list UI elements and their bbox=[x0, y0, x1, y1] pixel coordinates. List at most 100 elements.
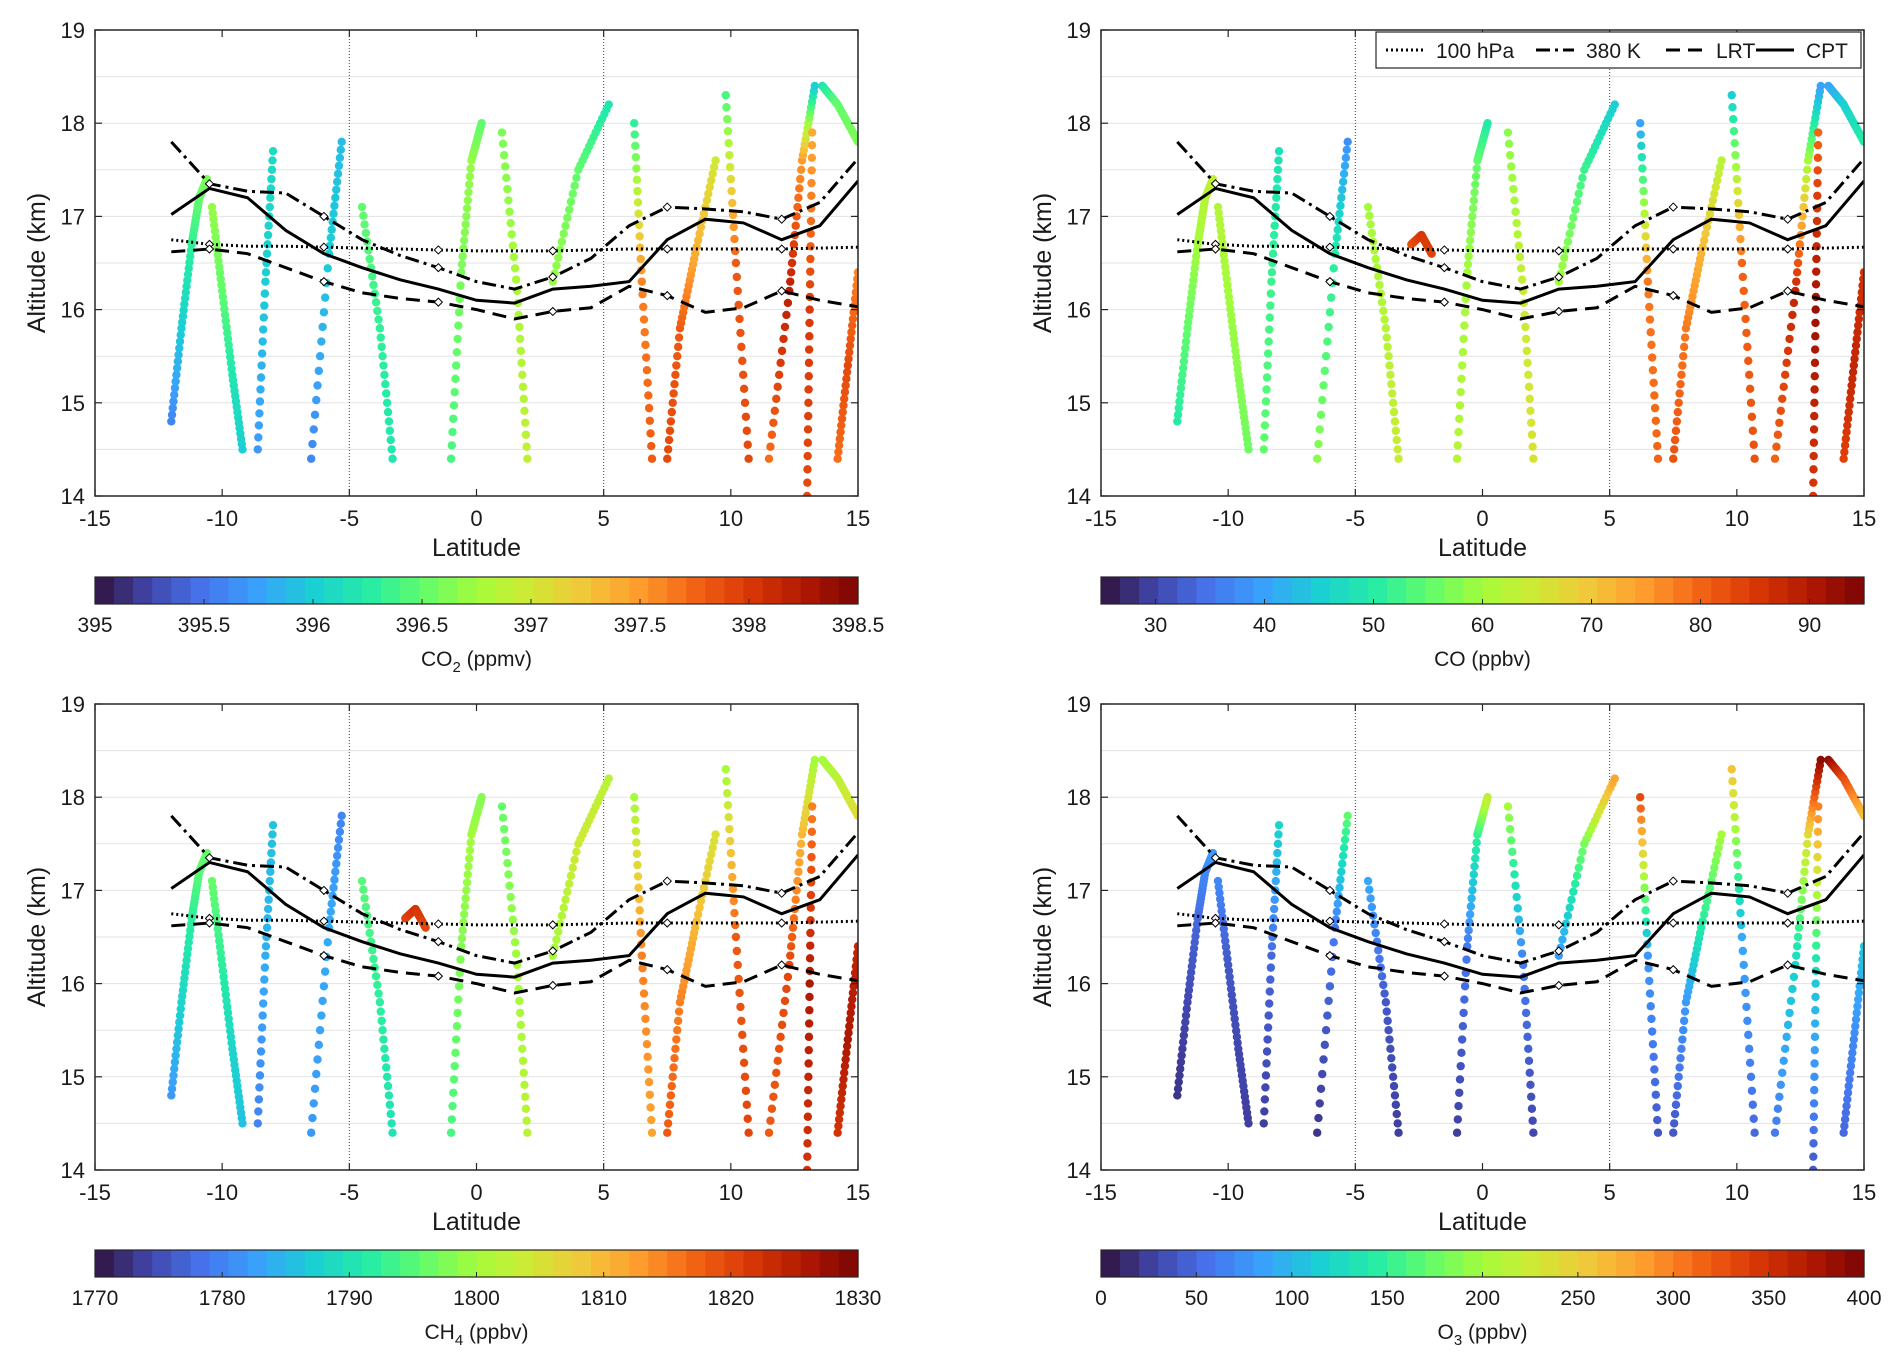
data-point bbox=[1714, 169, 1723, 178]
data-point bbox=[465, 846, 475, 855]
data-point bbox=[639, 976, 648, 986]
data-point bbox=[561, 221, 570, 230]
data-point bbox=[1332, 907, 1342, 916]
line-marker bbox=[319, 885, 329, 896]
data-point bbox=[708, 169, 717, 178]
colorbar-segment bbox=[1539, 577, 1560, 604]
data-point bbox=[176, 330, 185, 340]
data-point bbox=[1646, 1002, 1655, 1011]
data-point bbox=[1699, 910, 1709, 919]
data-point bbox=[499, 150, 509, 160]
data-point bbox=[1515, 926, 1525, 936]
data-point bbox=[1315, 425, 1324, 434]
data-point bbox=[376, 1007, 385, 1016]
line-marker bbox=[1210, 244, 1221, 254]
data-point bbox=[1729, 126, 1739, 136]
colorbar-segment bbox=[514, 1250, 535, 1277]
data-point bbox=[743, 440, 752, 449]
data-point bbox=[647, 1128, 657, 1137]
colorbar-segment bbox=[610, 1250, 630, 1277]
data-point bbox=[851, 962, 858, 971]
data-point bbox=[804, 1019, 814, 1028]
data-point bbox=[333, 843, 343, 852]
colorbar-segment bbox=[1406, 577, 1426, 604]
data-point bbox=[1173, 417, 1182, 426]
data-point bbox=[1181, 1011, 1191, 1020]
data-point bbox=[1778, 394, 1787, 404]
data-point bbox=[175, 337, 185, 346]
colorbar-segment bbox=[590, 577, 611, 604]
data-point bbox=[1802, 174, 1811, 184]
data-point bbox=[465, 172, 475, 181]
data-point bbox=[1649, 378, 1658, 388]
data-point bbox=[1794, 923, 1804, 932]
colorbar-segment bbox=[1463, 1250, 1484, 1277]
data-point bbox=[1730, 138, 1739, 148]
data-point bbox=[1810, 358, 1820, 368]
data-point bbox=[1390, 1091, 1400, 1100]
data-point bbox=[663, 445, 673, 454]
data-point bbox=[779, 1008, 788, 1018]
data-point bbox=[807, 178, 816, 188]
data-point bbox=[842, 1048, 851, 1058]
data-point bbox=[1729, 115, 1738, 124]
colorbar-segment bbox=[1749, 577, 1770, 604]
data-point bbox=[1319, 381, 1328, 390]
data-point bbox=[1859, 811, 1864, 821]
colorbar-label: CO2 (ppmv) bbox=[421, 648, 532, 676]
data-point bbox=[845, 348, 854, 357]
colorbar-tick-label: 200 bbox=[1465, 1287, 1500, 1310]
data-point bbox=[783, 298, 793, 308]
data-point bbox=[323, 264, 332, 273]
data-point bbox=[843, 1035, 853, 1044]
data-point bbox=[1638, 849, 1648, 858]
data-point bbox=[1265, 313, 1274, 322]
data-point bbox=[1650, 1077, 1660, 1087]
line-marker bbox=[548, 946, 558, 956]
data-point bbox=[1813, 827, 1823, 837]
line-marker bbox=[1668, 244, 1678, 254]
data-point bbox=[1338, 177, 1348, 186]
data-point bbox=[385, 1100, 395, 1109]
data-point bbox=[851, 288, 858, 297]
data-point bbox=[520, 406, 529, 415]
line-marker bbox=[319, 242, 329, 252]
data-point bbox=[169, 397, 178, 406]
data-point bbox=[853, 942, 858, 951]
data-point bbox=[255, 397, 265, 406]
data-point bbox=[802, 1165, 812, 1170]
colorbar-segment bbox=[552, 577, 573, 604]
data-point bbox=[169, 1071, 178, 1080]
data-point bbox=[451, 374, 460, 384]
data-point bbox=[1244, 445, 1253, 454]
data-point bbox=[515, 322, 524, 332]
colorbar-segment bbox=[1539, 1250, 1560, 1277]
x-axis-label: Latitude bbox=[432, 1208, 521, 1236]
colorbar-label-main: O bbox=[1437, 1321, 1453, 1344]
data-point bbox=[1811, 332, 1820, 341]
data-point bbox=[381, 1053, 390, 1063]
colorbar-tick-label: 300 bbox=[1656, 1287, 1691, 1310]
data-point bbox=[171, 1051, 180, 1060]
data-point bbox=[1816, 81, 1825, 91]
colorbar-tick-label: 1830 bbox=[835, 1287, 882, 1310]
data-point bbox=[787, 258, 797, 268]
data-point bbox=[848, 314, 858, 324]
data-point bbox=[1797, 895, 1806, 904]
y-tick-label: 19 bbox=[61, 18, 85, 43]
data-point bbox=[1514, 241, 1524, 250]
data-point bbox=[1338, 851, 1348, 860]
data-point bbox=[846, 334, 855, 344]
data-point bbox=[1340, 835, 1350, 845]
data-point bbox=[1468, 204, 1478, 213]
data-point bbox=[1702, 222, 1712, 232]
data-point bbox=[729, 222, 738, 232]
data-point bbox=[804, 358, 814, 368]
data-point bbox=[737, 1016, 746, 1026]
data-point bbox=[671, 1044, 680, 1054]
data-point bbox=[1649, 1052, 1658, 1062]
data-point bbox=[380, 1044, 389, 1054]
data-point bbox=[1341, 827, 1351, 837]
colorbar-segment bbox=[800, 1250, 821, 1277]
data-point bbox=[1814, 802, 1823, 811]
